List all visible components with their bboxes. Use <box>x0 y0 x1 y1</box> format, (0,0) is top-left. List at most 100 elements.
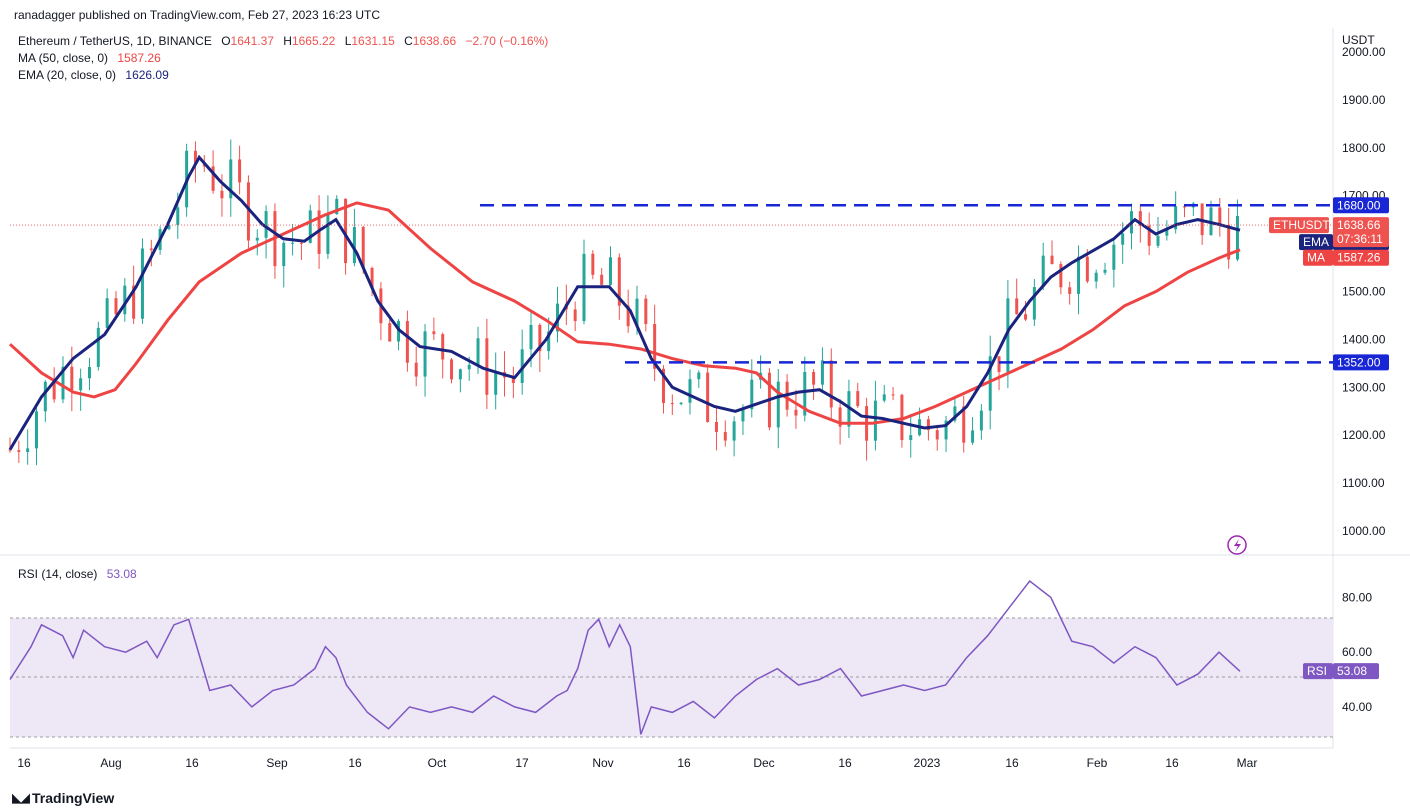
candle-body <box>450 359 454 380</box>
rsi-tag: RSI <box>1303 663 1333 680</box>
candle-body <box>529 324 533 350</box>
candle-body <box>423 331 427 377</box>
resistance-price-tag: 1680.00 <box>1333 197 1389 214</box>
tradingview-logo-icon: ◣◢ <box>12 790 30 805</box>
candle-body <box>26 448 30 453</box>
candle-body <box>706 372 710 422</box>
ma-tag-text: MA <box>1307 251 1325 265</box>
candle-body <box>723 431 727 441</box>
candle-body <box>1006 298 1010 372</box>
ma50-line <box>8 201 1241 425</box>
date-tick-label: 16 <box>1165 756 1179 770</box>
candle-body <box>547 331 551 352</box>
ma-price-tag: 1587.26 <box>1333 249 1389 266</box>
close-label: C <box>404 34 413 48</box>
candle-body <box>123 285 127 315</box>
rsi-value: 53.08 <box>106 567 137 581</box>
candle-body <box>326 214 330 254</box>
axis-group: 2000.001900.001800.001700.001600.001500.… <box>17 45 1385 770</box>
candle-body <box>732 421 736 441</box>
price-tags-group: 1680.001352.00EMA1626.09MA1587.26ETHUSDT… <box>1269 197 1389 680</box>
price-tick-label: 1300.00 <box>1342 380 1386 394</box>
candle-body <box>264 211 268 238</box>
candle-body <box>1024 314 1028 320</box>
candle-body <box>335 198 339 215</box>
symbol-legend: Ethereum / TetherUS, 1D, BINANCE O1641.3… <box>18 34 548 48</box>
date-tick-label: 16 <box>1005 756 1019 770</box>
candle-body <box>467 364 471 370</box>
candle-body <box>944 420 948 440</box>
candle-body <box>873 400 877 441</box>
candle-body <box>829 360 833 408</box>
price-tick-label: 1500.00 <box>1342 285 1386 299</box>
date-tick-label: 16 <box>17 756 31 770</box>
date-tick-label: Feb <box>1087 756 1108 770</box>
candle-body <box>176 207 180 225</box>
price-tick-label: 1100.00 <box>1342 476 1385 490</box>
candle-body <box>361 226 365 268</box>
price-tick-label: 1200.00 <box>1342 428 1386 442</box>
candle-body <box>485 338 489 395</box>
rsi-line <box>9 579 1241 735</box>
date-tick-label: Nov <box>592 756 613 770</box>
candle-body <box>838 407 842 427</box>
candle-body <box>246 182 250 241</box>
candle-body <box>591 253 595 275</box>
candle-body <box>1235 216 1239 260</box>
candle-body <box>935 430 939 440</box>
candle-body <box>538 324 542 352</box>
close-value: 1638.66 <box>412 34 457 48</box>
change-value: −2.70 (−0.16%) <box>465 34 549 48</box>
symbol-tag: ETHUSDT <box>1269 217 1330 234</box>
candle-body <box>476 338 480 365</box>
candle-body <box>132 285 136 319</box>
ma-price-tag-bg <box>1333 249 1389 266</box>
rsi-tick-label: 80.00 <box>1342 590 1372 604</box>
candle-body <box>43 381 47 412</box>
candle-body <box>882 394 886 401</box>
candle-body <box>644 298 648 324</box>
date-tick-label: Aug <box>100 756 121 770</box>
countdown-text: 07:36:11 <box>1337 232 1383 246</box>
ma-label: MA (50, close, 0) <box>18 51 109 65</box>
candle-body <box>229 159 233 199</box>
candle-body <box>617 257 621 306</box>
candle-body <box>1050 255 1054 265</box>
watermark-text: TradingView <box>32 790 115 806</box>
rsi-tick-label: 40.00 <box>1342 700 1372 714</box>
candle-body <box>458 369 462 380</box>
ema-tag-text: EMA <box>1303 235 1329 249</box>
candle-body <box>308 210 312 243</box>
candle-body <box>1227 224 1231 260</box>
date-tick-label: Oct <box>428 756 447 770</box>
open-value: 1641.37 <box>230 34 274 48</box>
candle-body <box>1077 256 1081 294</box>
candle-body <box>803 371 807 416</box>
ema-legend: EMA (20, close, 0) 1626.09 <box>18 68 169 82</box>
candle-body <box>344 198 348 264</box>
candle-body <box>1103 269 1107 273</box>
candle-body <box>494 372 498 395</box>
candle-body <box>1138 211 1142 226</box>
low-label: L <box>344 34 352 48</box>
ema-tag-bg <box>1299 234 1333 251</box>
ma-legend: MA (50, close, 0) 1587.26 <box>18 51 161 65</box>
date-tick-label: 16 <box>838 756 852 770</box>
candle-body <box>193 150 197 165</box>
price-tick-label: 1000.00 <box>1342 524 1386 538</box>
ma-tag: MA <box>1303 249 1333 266</box>
candle-body <box>670 403 674 405</box>
lightning-icon[interactable] <box>1227 535 1247 555</box>
candle-body <box>520 349 524 384</box>
candle-body <box>291 242 295 244</box>
ema-tag: EMA <box>1299 234 1333 251</box>
candle-body <box>697 372 701 380</box>
candle-body <box>653 323 657 369</box>
candle-body <box>282 242 286 267</box>
date-tick-label: Dec <box>753 756 774 770</box>
symbol-title: Ethereum / TetherUS, 1D, BINANCE <box>18 34 212 48</box>
date-tick-label: 16 <box>185 756 199 770</box>
candle-body <box>96 327 100 367</box>
